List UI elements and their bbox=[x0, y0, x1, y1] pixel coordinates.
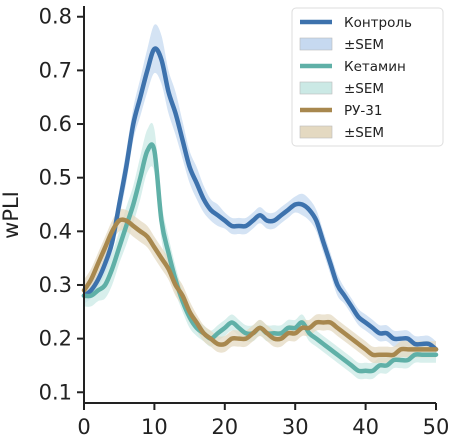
series-line-3 bbox=[81, 217, 439, 358]
x-tick-label: 20 bbox=[211, 415, 238, 439]
y-tick-label: 0.6 bbox=[39, 112, 72, 136]
legend-label: ±SEM bbox=[344, 81, 384, 97]
x-axis-ticks: 0 10 20 30 40 50 bbox=[77, 403, 449, 439]
y-tick-label: 0.7 bbox=[39, 58, 72, 82]
y-tick-label: 0.5 bbox=[39, 166, 72, 190]
legend-band-swatch bbox=[299, 125, 333, 139]
series-lines bbox=[81, 46, 439, 374]
y-tick-label: 0.3 bbox=[39, 273, 72, 297]
legend: Контроль ±SEM Кетамин ±SEM РУ-31 ±SEM bbox=[291, 7, 444, 147]
x-tick-label: 40 bbox=[352, 415, 379, 439]
y-tick-label: 0.4 bbox=[39, 219, 72, 243]
y-tick-label: 0.8 bbox=[39, 5, 72, 29]
legend-band-swatch bbox=[299, 81, 333, 95]
y-tick-label: 0.1 bbox=[39, 380, 72, 404]
y-tick-label: 0.2 bbox=[39, 327, 72, 351]
x-tick-label: 0 bbox=[77, 415, 90, 439]
legend-label: РУ-31 bbox=[344, 103, 382, 119]
axes bbox=[83, 6, 436, 404]
y-axis-label: wPLI bbox=[0, 191, 23, 239]
series-line-1 bbox=[81, 46, 439, 352]
x-tick-label: 10 bbox=[141, 415, 168, 439]
legend-label: Контроль bbox=[344, 15, 412, 31]
x-tick-label: 30 bbox=[282, 415, 309, 439]
legend-label: ±SEM bbox=[344, 37, 384, 53]
legend-label: Кетамин bbox=[344, 59, 406, 75]
x-tick-label: 50 bbox=[423, 415, 450, 439]
legend-label: ±SEM bbox=[344, 125, 384, 141]
legend-band-swatch bbox=[299, 37, 333, 51]
y-axis-ticks: 0.1 0.2 0.3 0.4 0.5 0.6 0.7 0.8 bbox=[39, 5, 84, 404]
